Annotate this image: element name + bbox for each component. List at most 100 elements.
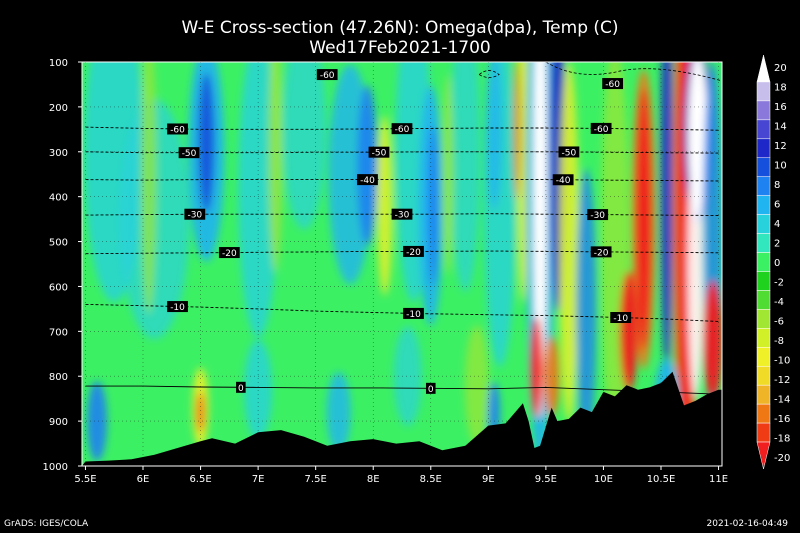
- colorbar-label: -8: [774, 336, 784, 347]
- colorbar-label: -2: [774, 278, 784, 289]
- y-tick-label: 800: [49, 372, 68, 383]
- colorbar-swatch: [756, 119, 771, 140]
- colorbar-label: 18: [774, 83, 787, 94]
- x-tick-label: 5.5E: [74, 474, 96, 485]
- colorbar-label: -18: [774, 434, 790, 445]
- contour-label: -60: [594, 125, 609, 135]
- contour-label: -10: [170, 303, 185, 313]
- x-tick-label: 8.5E: [420, 474, 442, 485]
- terrain-mask: [82, 371, 722, 466]
- colorbar-swatch: [756, 195, 771, 215]
- temp-contour--20: [85, 250, 719, 255]
- colorbar-swatch: [756, 290, 771, 310]
- axes: 5.5E 6E 6.5E 7E 7.5E 8E 8.5E 9E 9.5E 10E 10.5E 11E 1…: [43, 58, 729, 485]
- contour-label: -60: [605, 80, 620, 90]
- colorbar-label: -6: [774, 317, 784, 328]
- colorbar-label: 6: [774, 200, 780, 211]
- colorbar-swatch: [756, 54, 771, 83]
- colorbar-swatch: [756, 81, 771, 102]
- colorbar-swatch: [756, 365, 771, 386]
- colorbar-label: -20: [774, 453, 790, 464]
- colorbar-swatch: [756, 233, 771, 253]
- colorbar-label: 14: [774, 122, 787, 133]
- x-tick-label: 10.5E: [647, 474, 676, 485]
- x-tick-label: 10E: [594, 474, 613, 485]
- y-tick-label: 500: [49, 238, 68, 249]
- colorbar-swatch: [756, 384, 771, 405]
- colorbar-label: 16: [774, 102, 787, 113]
- colorbar-swatch: [756, 441, 771, 470]
- colorbar-swatch: [756, 157, 771, 177]
- chart-title: W-E Cross-section (47.26N): Omega(dpa), …: [181, 18, 619, 38]
- colorbar-swatch: [756, 403, 771, 424]
- x-tick-label: 9.5E: [535, 474, 557, 485]
- colorbar-swatch: [756, 100, 771, 121]
- x-tick-label: 6E: [137, 474, 150, 485]
- colorbar-swatch: [756, 138, 771, 159]
- x-tick-label: 6.5E: [189, 474, 211, 485]
- y-tick-label: 200: [49, 103, 68, 114]
- x-tick-label: 11E: [709, 474, 728, 485]
- contour-label: -50: [562, 148, 577, 158]
- colorbar-label: 0: [774, 258, 780, 269]
- colorbar-swatch: [756, 347, 771, 367]
- temp-contour-0: [85, 385, 719, 395]
- y-tick-label: 400: [49, 193, 68, 204]
- contour-label: -60: [170, 125, 185, 135]
- contour-label: -10: [613, 314, 628, 324]
- terrain-area: [82, 371, 722, 466]
- contour-label: -20: [406, 248, 421, 258]
- colorbar-swatch: [756, 176, 771, 196]
- colorbar-label: -16: [774, 414, 790, 425]
- contour-label: -40: [360, 176, 375, 186]
- colorbar-swatch: [756, 309, 771, 329]
- contour-label: 0: [428, 385, 434, 395]
- contour-label: -60: [320, 71, 335, 81]
- colorbar-swatch: [756, 328, 771, 348]
- x-tick-label: 8E: [367, 474, 380, 485]
- temp-contour-upper-east: [545, 61, 726, 83]
- contour-label: -30: [187, 211, 202, 221]
- x-tick-label: 9E: [482, 474, 495, 485]
- colorbar-label: -10: [774, 356, 790, 367]
- contour-label: -20: [594, 248, 609, 258]
- y-tick-label: 100: [49, 58, 68, 69]
- chart-subtitle: Wed17Feb2021-1700: [309, 38, 491, 58]
- colorbar-label: -4: [774, 297, 784, 308]
- colorbar-swatch: [756, 214, 771, 234]
- colorbar-swatch: [756, 252, 771, 272]
- y-tick-label: 900: [49, 417, 68, 428]
- colorbar-label: -14: [774, 395, 790, 406]
- colorbar-swatch: [756, 422, 771, 443]
- contour-label: -20: [222, 249, 237, 259]
- temperature-contours: -60 -60 -60 -50 -50 -50 -40 -40 -30 -30 -30 -20 -20 -…: [85, 61, 726, 395]
- timestamp: 2021-02-16-04:49: [706, 519, 789, 529]
- contour-label: -30: [590, 211, 605, 221]
- x-tick-label: 7E: [252, 474, 265, 485]
- colorbar-label: 10: [774, 161, 787, 172]
- contour-label: -50: [372, 149, 387, 159]
- temp-contour--40: [85, 178, 719, 182]
- y-tick-label: 1000: [43, 462, 68, 473]
- colorbar: 20181614121086420-2-4-6-8-10-12-14-16-18…: [756, 54, 790, 470]
- credit-text: GrADS: IGES/COLA: [4, 519, 89, 529]
- colorbar-label: 20: [774, 63, 787, 74]
- contour-label: 0: [238, 384, 244, 394]
- x-tick-label: 7.5E: [305, 474, 327, 485]
- plot-frame: [81, 61, 723, 467]
- colorbar-label: 8: [774, 180, 780, 191]
- y-tick-label: 700: [49, 327, 68, 338]
- colorbar-label: -12: [774, 375, 790, 386]
- colorbar-label: 2: [774, 239, 780, 250]
- contour-label: -10: [406, 310, 421, 320]
- y-tick-label: 600: [49, 282, 68, 293]
- contour-label: -50: [182, 149, 197, 159]
- colorbar-swatch: [756, 271, 771, 291]
- y-tick-label: 300: [49, 148, 68, 159]
- colorbar-label: 4: [774, 219, 780, 230]
- contour-label: -40: [556, 176, 571, 186]
- colorbar-label: 12: [774, 141, 787, 152]
- contour-label: -30: [395, 211, 410, 221]
- temp-contour-upper: [478, 70, 500, 78]
